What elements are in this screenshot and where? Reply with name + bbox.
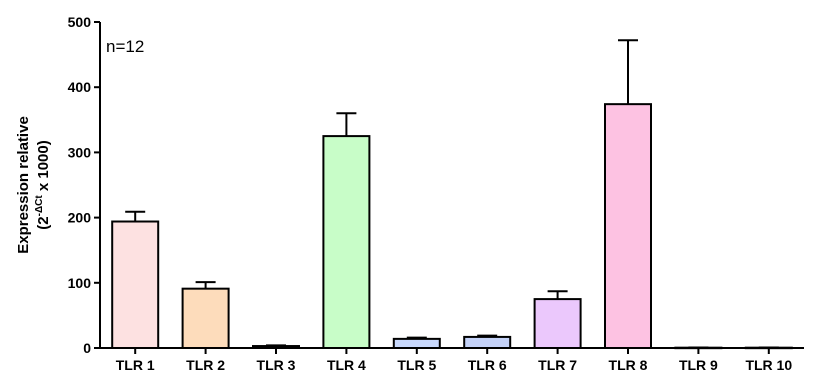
- bars: [111, 39, 793, 350]
- x-tick-labels: TLR 1 TLR 2 TLR 3 TLR 4 TLR 5 TLR 6 TLR 7 TLR 8…: [116, 348, 792, 373]
- x-tick-label: TLR 7: [538, 357, 577, 373]
- x-tick-label: TLR 2: [186, 357, 225, 373]
- y-axis-title: Expression relative (2-ΔCt x 1000): [15, 116, 52, 254]
- x-tick-label: TLR 6: [468, 357, 507, 373]
- y-axis-title-superscript: -ΔCt: [34, 195, 45, 217]
- x-tick-label: TLR 4: [327, 357, 366, 373]
- x-tick-label: TLR 1: [116, 357, 155, 373]
- bar: [604, 103, 652, 350]
- y-tick-label: 300: [68, 144, 92, 160]
- sample-size-annotation: n=12: [106, 37, 144, 56]
- axes: 0 100 200 300 400 500: [68, 14, 804, 356]
- bar: [111, 220, 160, 349]
- x-tick-label: TLR 5: [397, 357, 436, 373]
- bar: [252, 345, 300, 350]
- bar: [181, 287, 230, 349]
- y-tick-label: 400: [68, 79, 92, 95]
- bar: [463, 335, 512, 349]
- x-tick-label: TLR 10: [745, 357, 792, 373]
- y-tick-label: 200: [68, 210, 92, 226]
- y-tick-label: 500: [68, 14, 92, 30]
- y-axis-title-suffix: x 1000): [35, 140, 52, 195]
- y-axis-title-prefix: (2: [35, 216, 52, 229]
- x-tick-label: TLR 9: [679, 357, 718, 373]
- bar: [392, 337, 441, 350]
- bar: [322, 135, 371, 349]
- bar: [533, 298, 582, 350]
- y-axis-title-line1: Expression relative: [15, 116, 32, 254]
- y-tick-label: 0: [83, 340, 91, 356]
- y-axis-title-line2: (2-ΔCt x 1000): [34, 140, 52, 229]
- x-tick-label: TLR 3: [257, 357, 296, 373]
- x-tick-label: TLR 8: [609, 357, 648, 373]
- y-tick-label: 100: [68, 275, 92, 291]
